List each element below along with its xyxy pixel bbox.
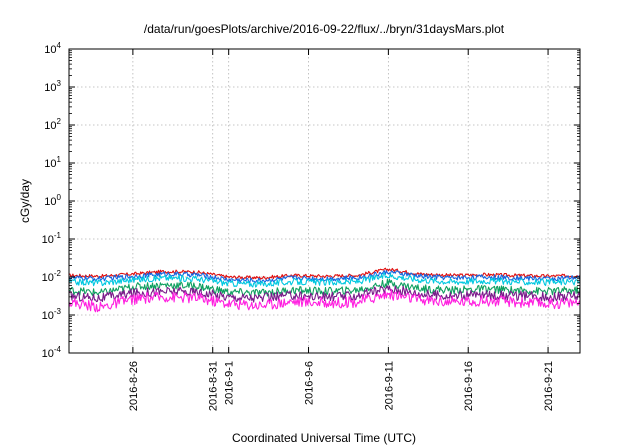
series-line-3 [68, 272, 581, 288]
y-tick-label: 104 [44, 41, 61, 56]
x-tick-label: 2016-8-31 [208, 361, 220, 411]
chart-title: /data/run/goesPlots/archive/2016-09-22/f… [144, 22, 505, 36]
x-tick-label: 2016-8-26 [128, 361, 140, 411]
grid-lines [69, 49, 580, 353]
x-axis-label: Coordinated Universal Time (UTC) [232, 431, 416, 445]
x-tick-label: 2016-9-21 [543, 361, 555, 411]
y-axis-label: cGy/day [18, 179, 32, 223]
y-axis: 10-4 10-3 10-2 10-1 100 101 102 103 104 [42, 41, 580, 360]
series-line-6 [68, 288, 581, 313]
x-tick-label: 2016-9-6 [304, 361, 316, 405]
x-tick-label: 2016-9-1 [224, 361, 236, 405]
series-layer [68, 267, 581, 313]
x-axis: 2016-8-26 2016-8-31 2016-9-1 2016-9-6 2016-9… [128, 49, 555, 411]
y-tick-label: 10-2 [42, 269, 62, 284]
y-tick-label: 100 [44, 193, 61, 208]
y-tick-label: 10-3 [42, 307, 62, 322]
x-tick-label: 2016-9-16 [463, 361, 475, 411]
y-tick-label: 10-1 [42, 231, 62, 246]
y-tick-label: 103 [44, 79, 61, 94]
y-tick-label: 102 [44, 117, 61, 132]
x-tick-label: 2016-9-11 [383, 361, 395, 410]
y-tick-label: 101 [44, 155, 61, 170]
series-line-4 [68, 278, 581, 297]
y-tick-label: 10-4 [42, 345, 62, 360]
series-line-5 [68, 285, 581, 303]
